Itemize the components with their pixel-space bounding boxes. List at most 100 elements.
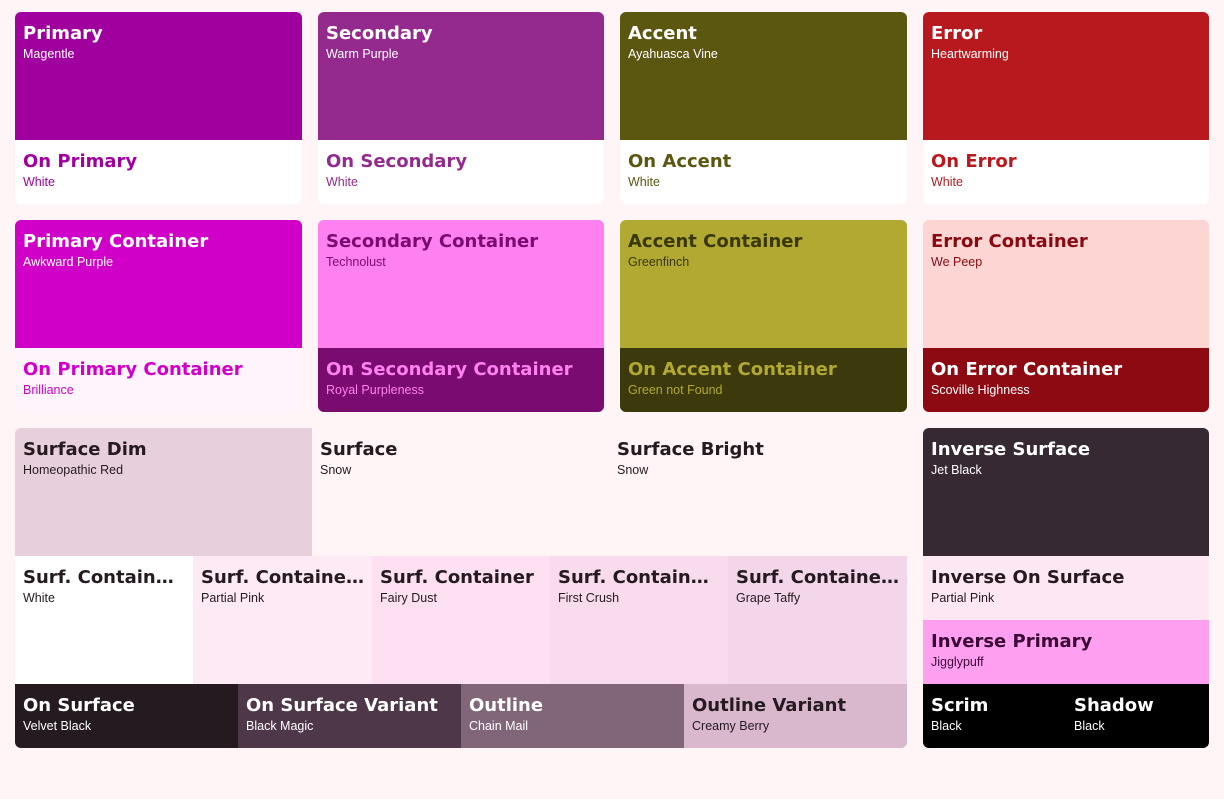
outline-title: Outline — [469, 696, 544, 716]
error-card: Error Heartwarming On Error White — [923, 12, 1209, 204]
accent-container-title: Accent Container — [628, 232, 803, 252]
surf-container-highest-swatch[interactable]: Surf. Container Highest Grape Taffy — [728, 556, 907, 684]
on-error-container-title: On Error Container — [931, 360, 1123, 380]
surface-swatch[interactable]: Surface Snow — [312, 428, 609, 556]
on-error-color-name: White — [931, 175, 963, 189]
secondary-card: Secondary Warm Purple On Secondary White — [318, 12, 604, 204]
inverse-on-surface-title: Inverse On Surface — [931, 568, 1125, 588]
scrim-color-name: Black — [931, 719, 962, 733]
on-primary-swatch[interactable]: On Primary White — [15, 140, 302, 204]
secondary-container-card: Secondary Container Technolust On Second… — [318, 220, 604, 412]
on-error-swatch[interactable]: On Error White — [923, 140, 1209, 204]
on-surface-title: On Surface — [23, 696, 135, 716]
outline-variant-color-name: Creamy Berry — [692, 719, 770, 733]
surf-container-low-title: Surf. Container Low — [201, 568, 364, 588]
primary-color-name: Magentle — [23, 47, 75, 61]
on-error-title: On Error — [931, 152, 1017, 172]
surface-card: Surface Dim Homeopathic Red Surface Snow… — [15, 428, 907, 748]
surf-container-highest-title: Surf. Container Highest — [736, 568, 899, 588]
on-secondary-container-color-name: Royal Purpleness — [326, 383, 424, 397]
surface-dim-title: Surface Dim — [23, 440, 147, 460]
error-container-title: Error Container — [931, 232, 1088, 252]
surf-container-color-name: Fairy Dust — [380, 591, 437, 605]
on-surface-color-name: Velvet Black — [23, 719, 92, 733]
secondary-container-title: Secondary Container — [326, 232, 539, 252]
error-container-swatch[interactable]: Error Container We Peep — [923, 220, 1209, 348]
accent-title: Accent — [628, 24, 697, 44]
shadow-swatch[interactable]: Shadow Black — [1066, 684, 1209, 748]
surf-container-low-swatch[interactable]: Surf. Container Low Partial Pink — [193, 556, 372, 684]
on-surface-swatch[interactable]: On Surface Velvet Black — [15, 684, 238, 748]
surface-bright-color-name: Snow — [617, 463, 649, 477]
outline-variant-title: Outline Variant — [692, 696, 847, 716]
accent-container-card: Accent Container Greenfinch On Accent Co… — [620, 220, 907, 412]
error-title: Error — [931, 24, 983, 44]
primary-title: Primary — [23, 24, 103, 44]
surf-container-swatch[interactable]: Surf. Container Fairy Dust — [372, 556, 550, 684]
on-primary-container-color-name: Brilliance — [23, 383, 74, 397]
error-color-name: Heartwarming — [931, 47, 1009, 61]
secondary-swatch[interactable]: Secondary Warm Purple — [318, 12, 604, 140]
primary-container-card: Primary Container Awkward Purple On Prim… — [15, 220, 302, 412]
error-swatch[interactable]: Error Heartwarming — [923, 12, 1209, 140]
surface-bright-swatch[interactable]: Surface Bright Snow — [609, 428, 907, 556]
surface-color-name: Snow — [320, 463, 352, 477]
inverse-primary-title: Inverse Primary — [931, 632, 1093, 652]
on-secondary-container-swatch[interactable]: On Secondary Container Royal Purpleness — [318, 348, 604, 412]
surf-container-lowest-title: Surf. Container Lowest — [23, 568, 185, 588]
scrim-title: Scrim — [931, 696, 989, 716]
primary-container-title: Primary Container — [23, 232, 209, 252]
surf-container-title: Surf. Container — [380, 568, 534, 588]
surface-title: Surface — [320, 440, 398, 460]
shadow-color-name: Black — [1074, 719, 1105, 733]
error-container-color-name: We Peep — [931, 255, 983, 269]
scrim-swatch[interactable]: Scrim Black — [923, 684, 1066, 748]
on-surface-variant-color-name: Black Magic — [246, 719, 314, 733]
inverse-primary-color-name: Jigglypuff — [931, 655, 984, 669]
accent-card: Accent Ayahuasca Vine On Accent White — [620, 12, 907, 204]
surface-dim-swatch[interactable]: Surface Dim Homeopathic Red — [15, 428, 312, 556]
on-secondary-container-title: On Secondary Container — [326, 360, 573, 380]
on-primary-title: On Primary — [23, 152, 138, 172]
surface-dim-color-name: Homeopathic Red — [23, 463, 124, 477]
secondary-color-name: Warm Purple — [326, 47, 399, 61]
on-primary-container-title: On Primary Container — [23, 360, 243, 380]
on-accent-color-name: White — [628, 175, 660, 189]
on-accent-container-title: On Accent Container — [628, 360, 837, 380]
secondary-title: Secondary — [326, 24, 433, 44]
outline-swatch[interactable]: Outline Chain Mail — [461, 684, 684, 748]
accent-container-color-name: Greenfinch — [628, 255, 690, 269]
on-secondary-swatch[interactable]: On Secondary White — [318, 140, 604, 204]
on-accent-container-swatch[interactable]: On Accent Container Green not Found — [620, 348, 907, 412]
secondary-container-color-name: Technolust — [326, 255, 386, 269]
on-secondary-color-name: White — [326, 175, 358, 189]
accent-color-name: Ayahuasca Vine — [628, 47, 718, 61]
inverse-primary-swatch[interactable]: Inverse Primary Jigglypuff — [923, 620, 1209, 684]
primary-container-color-name: Awkward Purple — [23, 255, 114, 269]
secondary-container-swatch[interactable]: Secondary Container Technolust — [318, 220, 604, 348]
on-accent-swatch[interactable]: On Accent White — [620, 140, 907, 204]
on-error-container-swatch[interactable]: On Error Container Scoville Highness — [923, 348, 1209, 412]
accent-container-swatch[interactable]: Accent Container Greenfinch — [620, 220, 907, 348]
surf-container-high-color-name: First Crush — [558, 591, 620, 605]
surf-container-high-title: Surf. Container High — [558, 568, 720, 588]
inverse-surface-title: Inverse Surface — [931, 440, 1091, 460]
error-container-card: Error Container We Peep On Error Contain… — [923, 220, 1209, 412]
inverse-on-surface-color-name: Partial Pink — [931, 591, 995, 605]
primary-container-swatch[interactable]: Primary Container Awkward Purple — [15, 220, 302, 348]
inverse-on-surface-swatch[interactable]: Inverse On Surface Partial Pink — [923, 556, 1209, 620]
surf-container-lowest-color-name: White — [23, 591, 55, 605]
on-accent-title: On Accent — [628, 152, 732, 172]
accent-swatch[interactable]: Accent Ayahuasca Vine — [620, 12, 907, 140]
inverse-card: Inverse Surface Jet Black Inverse On Sur… — [923, 428, 1209, 748]
surf-container-lowest-swatch[interactable]: Surf. Container Lowest White — [15, 556, 193, 684]
primary-card: Primary Magentle On Primary White — [15, 12, 302, 204]
on-primary-container-swatch[interactable]: On Primary Container Brilliance — [15, 348, 302, 412]
primary-swatch[interactable]: Primary Magentle — [15, 12, 302, 140]
inverse-surface-swatch[interactable]: Inverse Surface Jet Black — [923, 428, 1209, 556]
on-surface-variant-swatch[interactable]: On Surface Variant Black Magic — [238, 684, 461, 748]
surf-container-high-swatch[interactable]: Surf. Container High First Crush — [550, 556, 728, 684]
on-primary-color-name: White — [23, 175, 55, 189]
outline-variant-swatch[interactable]: Outline Variant Creamy Berry — [684, 684, 907, 748]
on-error-container-color-name: Scoville Highness — [931, 383, 1030, 397]
